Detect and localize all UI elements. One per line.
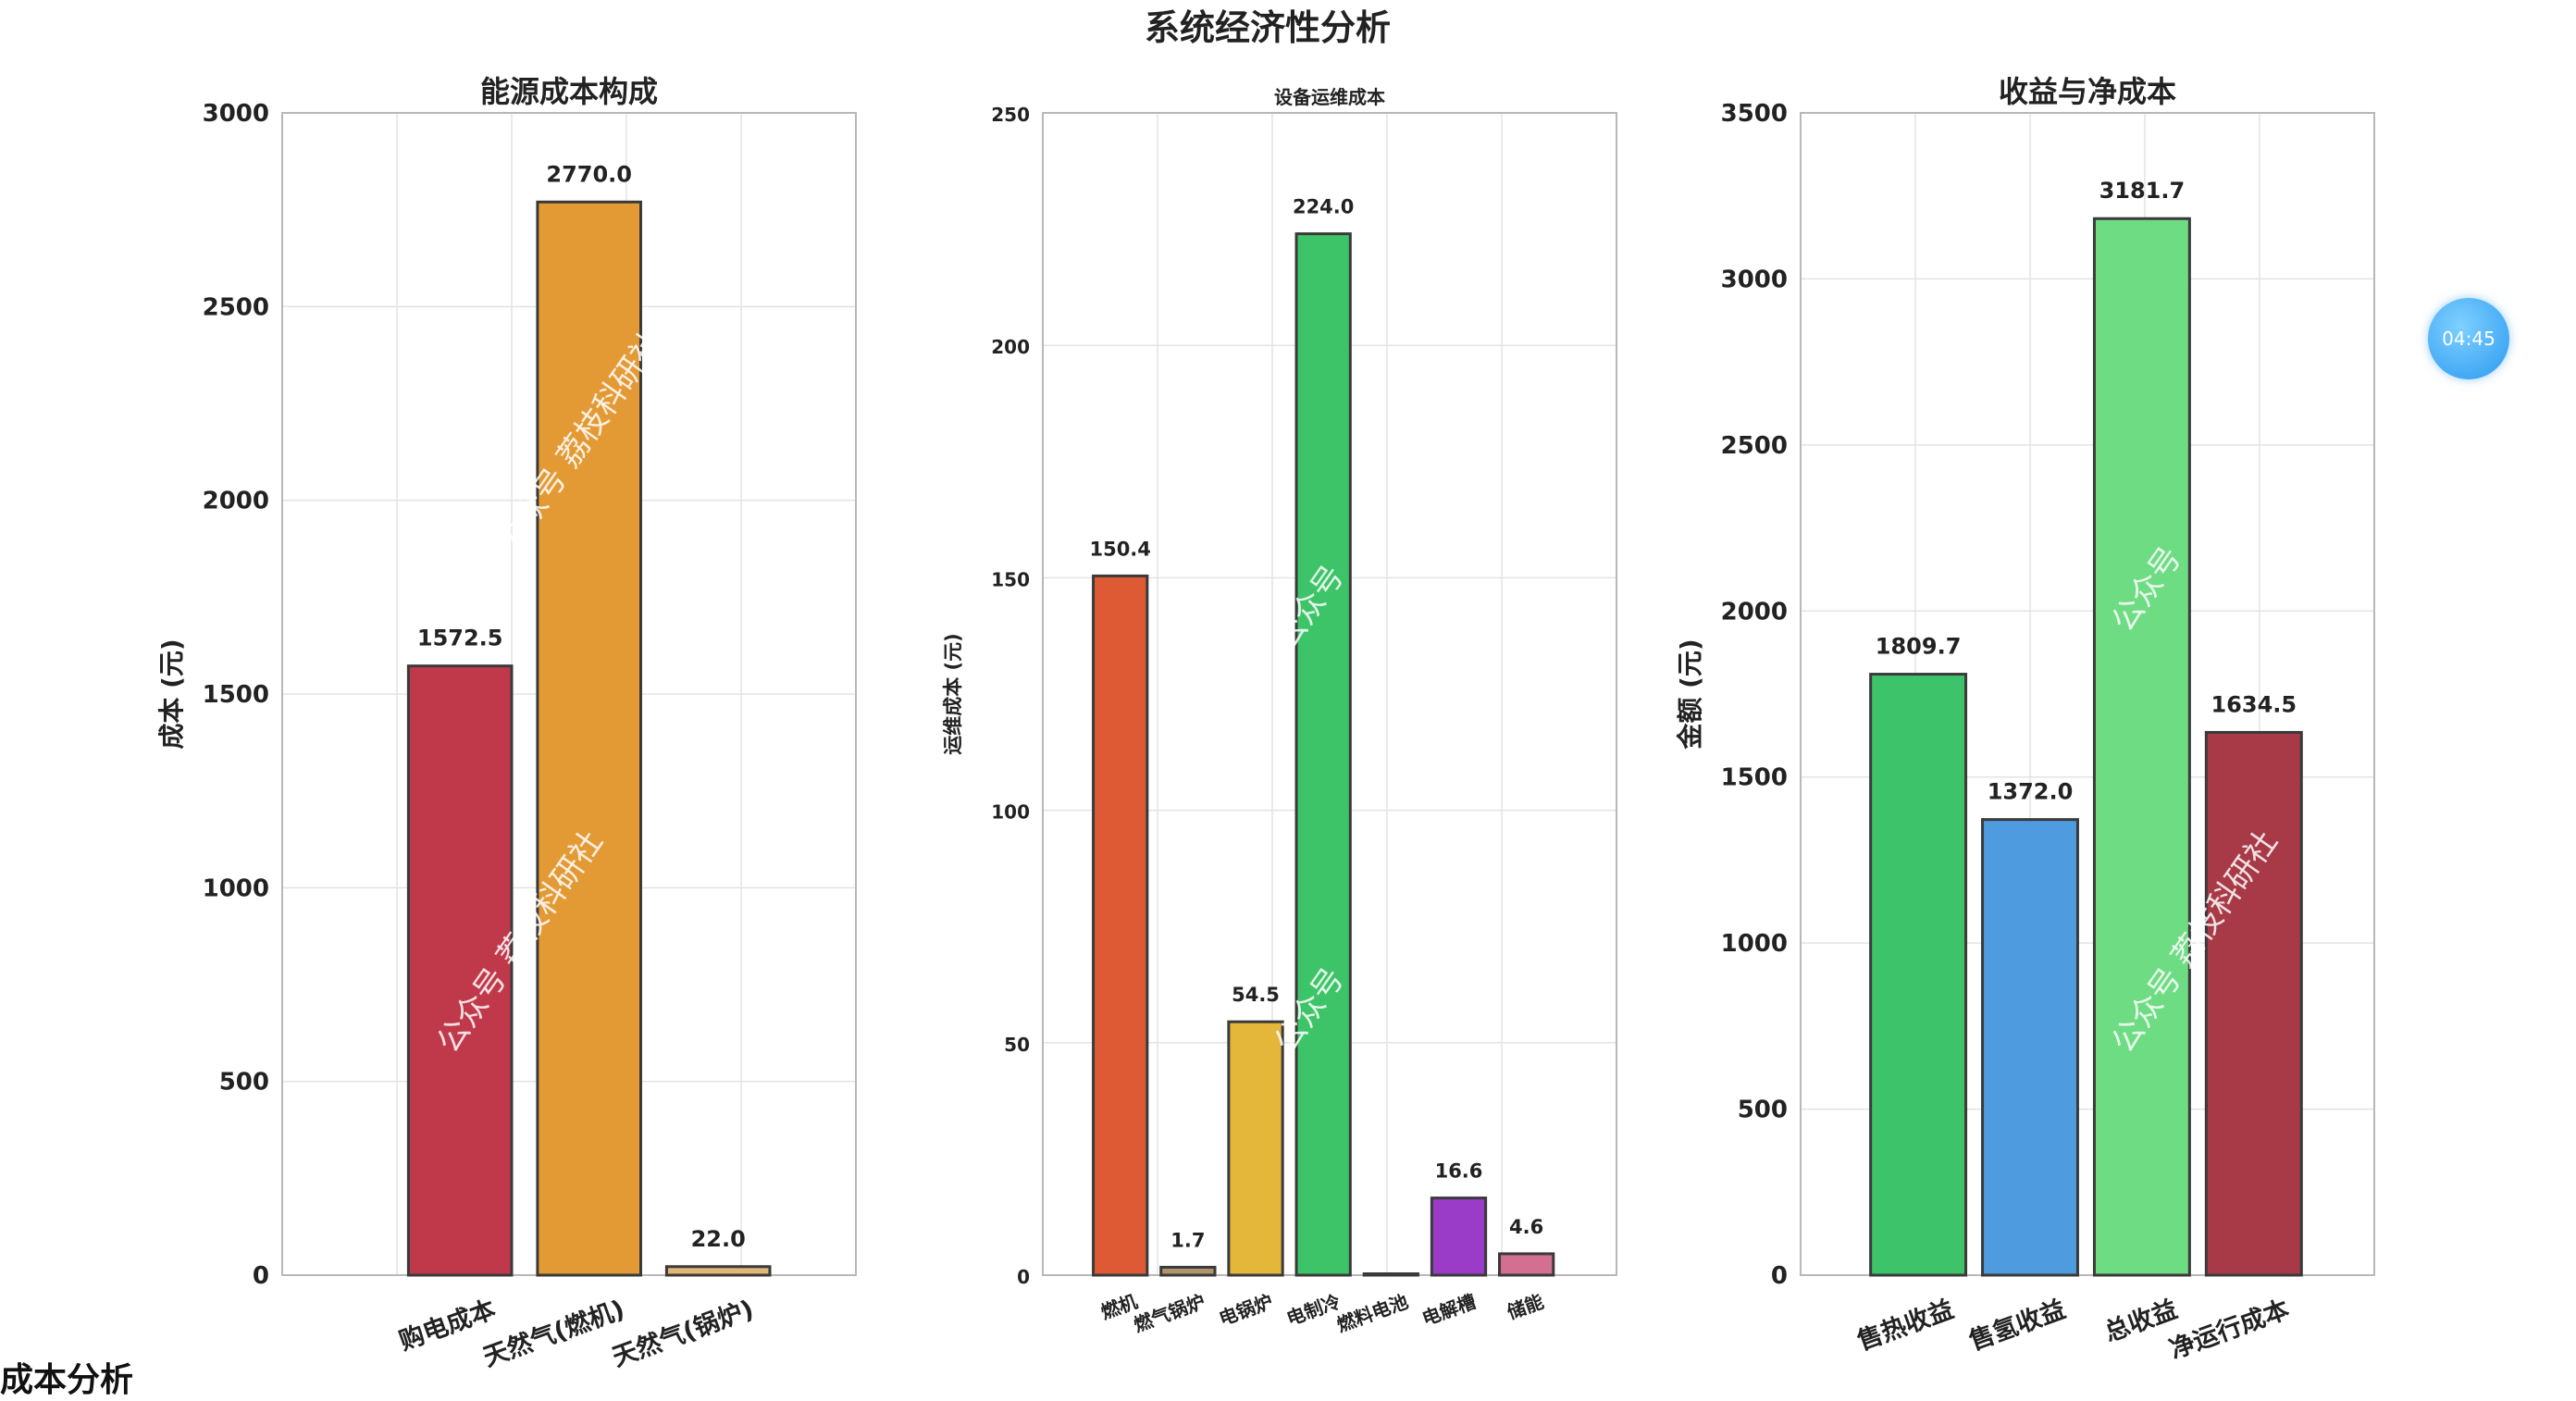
chart-energy-cost: 能源成本构成 成本 (元) 0 500 1000 1500 2000 2500 3000 15… [156,74,857,1373]
y-tick-label: 2500 [203,293,269,321]
x-category-label: 售热收益 [1853,1295,1957,1357]
bar [1869,673,1968,1277]
bar-value-label: 150.4 [1089,538,1150,560]
bar-value-label: 3181.7 [2099,178,2186,204]
bar-value-label: 54.5 [1232,984,1280,1006]
bar-value-label: 1634.5 [2211,691,2297,717]
x-category-label: 天然气(燃机) [479,1295,628,1373]
bar-value-label: 1809.7 [1876,634,1962,660]
x-category-label: 电制冷 [1283,1290,1344,1330]
x-category-label: 售氢收益 [1965,1295,2069,1357]
bottom-caption: 成本分析 [0,1361,134,1399]
chart-maintenance-cost-title: 设备运维成本 [1274,86,1385,108]
timer-badge[interactable]: 04:45 [2428,298,2509,379]
chart-energy-cost-title: 能源成本构成 [480,74,658,109]
bar [1362,1271,1419,1277]
chart-revenue-net-cost-ylabel: 金额 (元) [1675,639,1705,750]
y-tick-label: 0 [1771,1262,1788,1290]
axes-frame [1800,112,2375,1276]
x-category-label: 燃气锅炉 [1131,1290,1208,1336]
y-tick-label: 100 [991,801,1030,824]
y-tick-label: 2500 [1721,432,1788,460]
bar-value-label: 4.6 [1509,1216,1543,1238]
y-tick-label: 3000 [1721,266,1788,293]
bar-value-label: 1372.0 [1988,779,2074,805]
y-tick-label: 0 [1017,1266,1030,1288]
chart-energy-cost-ylabel: 成本 (元) [156,639,187,749]
bar-value-label: 1572.5 [417,626,503,651]
y-tick-label: 1000 [1721,930,1788,958]
y-tick-label: 50 [1004,1034,1030,1056]
x-category-label: 储能 [1505,1290,1547,1323]
bar [1227,1020,1284,1277]
y-tick-label: 2000 [1721,598,1788,626]
x-category-label: 净运行成本 [2165,1295,2293,1365]
bar [1981,818,2079,1277]
bar-value-label: 22.0 [691,1226,746,1252]
bar-value-label: 224.0 [1293,196,1354,218]
y-tick-label: 1000 [203,874,269,902]
x-category-label: 电解槽 [1419,1290,1480,1330]
y-tick-label: 1500 [203,681,269,709]
x-category-label: 电锅炉 [1216,1290,1276,1330]
bar [1498,1252,1555,1277]
bar-value-label: 16.6 [1435,1160,1483,1183]
figure-suptitle: 系统经济性分析 [1145,7,1391,48]
y-tick-label: 0 [253,1262,269,1290]
y-tick-label: 150 [991,568,1030,590]
bar [1092,574,1149,1277]
y-tick-label: 3500 [1721,100,1788,128]
bar [1159,1265,1217,1277]
y-tick-label: 1500 [1721,764,1788,792]
chart-revenue-net-cost: 收益与净成本 金额 (元) 0 500 1000 1500 2000 2500 3000 35… [1675,74,2375,1365]
bar [536,200,643,1277]
chart-revenue-net-cost-title: 收益与净成本 [1999,74,2176,109]
bar [1294,232,1352,1277]
y-tick-label: 500 [1738,1097,1788,1124]
chart-maintenance-cost: 设备运维成本 运维成本 (元) 050100150200250150.4燃机1.… [942,86,1617,1336]
bar [2204,730,2303,1277]
y-tick-label: 200 [991,336,1030,358]
y-tick-label: 3000 [203,100,269,128]
bar-value-label: 2770.0 [546,161,632,187]
chart-maintenance-cost-ylabel: 运维成本 (元) [942,633,964,755]
bar [664,1265,772,1277]
y-tick-label: 500 [219,1069,269,1097]
x-category-label: 天然气(锅炉) [609,1295,758,1373]
bar [1430,1196,1488,1277]
y-tick-label: 250 [991,104,1030,126]
y-tick-label: 2000 [203,488,269,515]
x-category-label: 燃料电池 [1334,1290,1411,1336]
bar [406,664,514,1277]
bar-value-label: 1.7 [1170,1229,1205,1251]
bar [2092,217,2191,1277]
